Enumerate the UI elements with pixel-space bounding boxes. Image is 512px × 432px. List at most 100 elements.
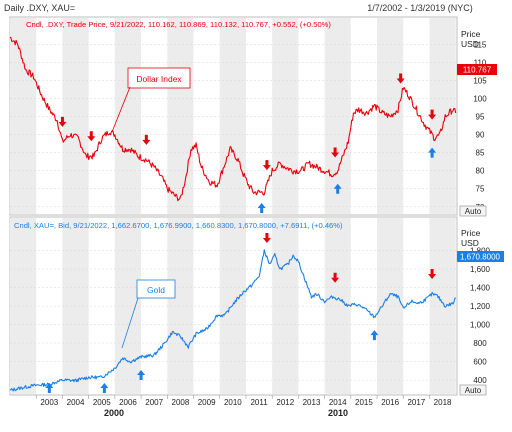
dxy-data-point [217, 185, 218, 186]
gold-down-arrow-icon [428, 269, 437, 280]
gold-down-arrow-icon [331, 272, 340, 283]
gold-data-point [452, 303, 453, 304]
year-band-2002-dxy [10, 18, 37, 214]
header-title: Daily .DXY, XAU= [4, 3, 75, 13]
dxy-auto-label: Auto [465, 207, 482, 216]
gold-data-point [122, 357, 123, 358]
dxy-data-point [237, 159, 238, 160]
gold-currency-label: USD [461, 238, 479, 248]
dxy-down-arrow-icon [262, 160, 271, 171]
dxy-data-point [230, 148, 231, 149]
dxy-data-point [196, 145, 197, 146]
dxy-data-point [416, 109, 417, 110]
dxy-data-point [424, 123, 425, 124]
gold-data-point [23, 387, 24, 388]
gold-auto-scale-button[interactable]: Auto [459, 384, 487, 396]
dxy-data-point [300, 170, 301, 171]
dxy-down-arrow-icon [87, 131, 96, 142]
gold-data-point [348, 305, 349, 306]
gold-data-point [140, 356, 141, 357]
gold-data-point [62, 380, 63, 381]
dxy-data-point [70, 134, 71, 135]
gold-data-point [316, 293, 317, 294]
dxy-series-layer [9, 36, 457, 213]
dxy-data-point [93, 156, 94, 157]
gold-data-point [279, 268, 280, 269]
year-band-2014-dxy [324, 18, 351, 214]
gold-data-point [426, 298, 427, 299]
dxy-y-tick-label-95: 95 [476, 113, 485, 122]
dxy-data-point [122, 148, 123, 149]
gold-data-point [431, 293, 432, 294]
gold-data-point [437, 295, 438, 296]
dxy-data-point [358, 109, 359, 110]
gold-auto-label: Auto [465, 386, 482, 395]
dxy-data-point [390, 116, 391, 117]
gold-data-point [390, 293, 391, 294]
dxy-data-point [57, 120, 58, 121]
dxy-data-point [175, 195, 176, 196]
gold-data-point [445, 305, 446, 306]
gold-data-point [293, 255, 294, 256]
gold-y-tick-label-1200: 1,200 [470, 302, 491, 311]
dxy-data-point [324, 170, 325, 171]
gold-data-point [206, 329, 207, 330]
dxy-data-point [17, 44, 18, 45]
gold-data-point [188, 346, 189, 347]
dxy-data-point [293, 170, 294, 171]
dxy-data-point [353, 112, 354, 113]
gold-annotation: Gold [147, 285, 165, 295]
dollar-index-annotation-box [127, 67, 191, 89]
gold-data-point [411, 301, 412, 302]
gold-down-arrow-icon [262, 233, 271, 243]
dxy-data-point [342, 156, 343, 157]
gold-y-tick-label-400: 400 [473, 376, 487, 385]
gold-data-point [251, 285, 252, 286]
x-tick-label-2014: 2014 [329, 398, 347, 407]
gold-data-point [287, 264, 288, 265]
dxy-data-point [62, 141, 63, 142]
x-tick-label-2005: 2005 [93, 398, 111, 407]
decade-label-2000: 2000 [104, 408, 124, 418]
gold-up-arrow-icon [137, 369, 146, 380]
year-band-2008-dxy [167, 18, 194, 214]
dxy-up-arrow-icon [257, 203, 266, 213]
gold-data-point [418, 303, 419, 304]
gold-data-point [172, 331, 173, 332]
gold-data-point [306, 282, 307, 283]
gold-data-point [298, 261, 299, 262]
dxy-data-point [272, 170, 273, 171]
dxy-auto-scale-button[interactable]: Auto [459, 205, 487, 217]
dxy-data-point [308, 163, 309, 164]
gold-data-point [455, 297, 456, 298]
gold-callout-line [121, 297, 139, 349]
gold-data-point [232, 304, 233, 305]
gold-data-point [311, 296, 312, 297]
dxy-data-point [154, 166, 155, 167]
year-bands [10, 18, 456, 394]
x-tick-label-2015: 2015 [355, 398, 373, 407]
gold-y-tick-label-1600: 1,600 [470, 265, 491, 274]
x-tick-label-2004: 2004 [67, 398, 85, 407]
dxy-data-point [429, 130, 430, 131]
dxy-last-value: 110.767 [463, 66, 492, 75]
gold-annotation-box [136, 279, 176, 299]
dxy-data-point [316, 166, 317, 167]
gold-y-tick-label-1400: 1,400 [470, 284, 491, 293]
gold-data-point [75, 380, 76, 381]
gold-data-point [114, 367, 115, 368]
x-tick-label-2003: 2003 [40, 398, 58, 407]
gold-data-point [269, 264, 270, 265]
gold-y-tick-label-600: 600 [473, 358, 487, 367]
dxy-data-point [25, 69, 26, 70]
dxy-data-point [332, 174, 333, 175]
x-tick-label-2011: 2011 [250, 398, 268, 407]
dxy-chart-title: Cndl, .DXY, Trade Price, 9/21/2022, 110.… [26, 20, 331, 29]
dxy-up-arrow-icon [428, 147, 437, 158]
gold-data-point [88, 377, 89, 378]
gold-data-point [36, 385, 37, 386]
gold-data-point [382, 305, 383, 306]
dxy-y-tick-label-80: 80 [476, 167, 485, 176]
x-tick-label-2013: 2013 [303, 398, 321, 407]
